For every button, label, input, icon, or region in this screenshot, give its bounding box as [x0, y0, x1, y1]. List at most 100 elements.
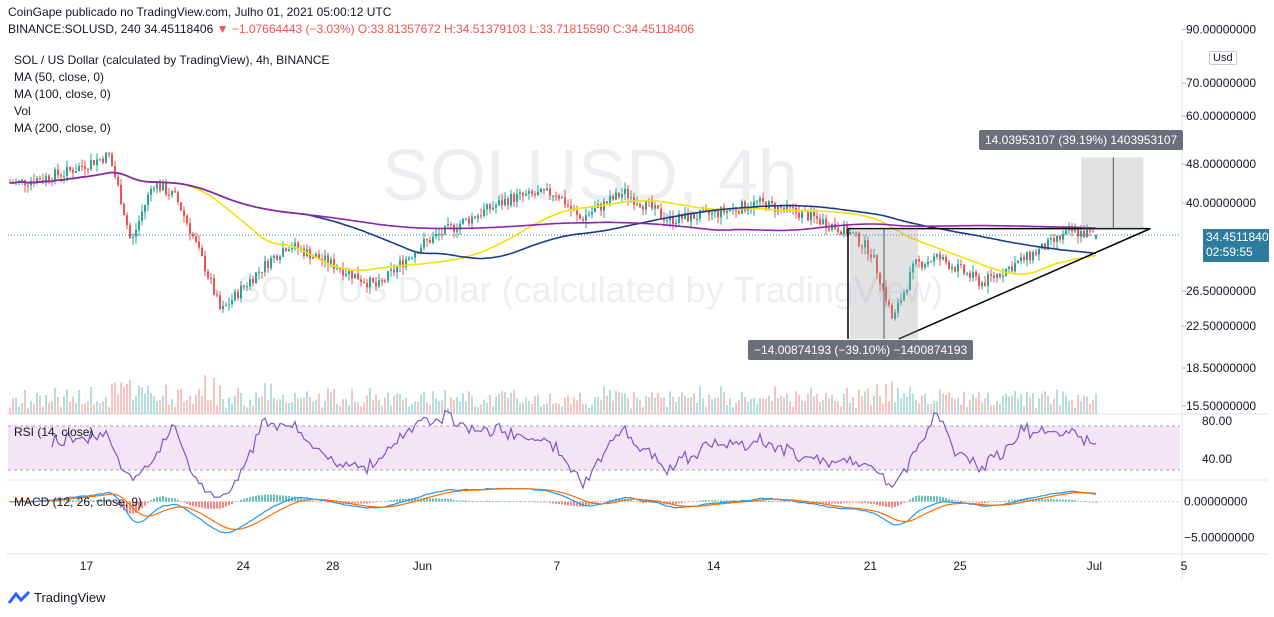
candle-body — [96, 159, 98, 166]
macd-histogram-bar — [531, 501, 533, 503]
volume-bar — [1071, 399, 1073, 414]
volume-bar — [489, 394, 491, 414]
volume-bar — [921, 395, 923, 414]
macd-histogram-bar — [1026, 498, 1028, 502]
volume-bar — [867, 388, 869, 414]
macd-histogram-bar — [981, 501, 983, 504]
currency-badge[interactable]: Usd — [1209, 51, 1237, 65]
candle-body — [744, 201, 746, 211]
candle-body — [375, 282, 377, 287]
macd-histogram-bar — [213, 501, 215, 510]
candle-body — [657, 205, 659, 209]
legend-vol[interactable]: Vol — [14, 104, 31, 118]
volume-bar — [339, 406, 341, 414]
tradingview-footer[interactable]: TradingView — [8, 590, 106, 605]
volume-bar — [594, 396, 596, 414]
candle-body — [1038, 248, 1040, 255]
candle-body — [615, 192, 617, 200]
candle-body — [450, 224, 452, 226]
macd-histogram-bar — [561, 501, 563, 505]
candle-body — [255, 272, 257, 284]
volume-bar — [585, 403, 587, 414]
volume-bar — [780, 395, 782, 414]
candle-body — [408, 257, 410, 260]
candle-body — [384, 280, 386, 282]
candle-body — [1044, 243, 1046, 250]
legend-ma50[interactable]: MA (50, close, 0) — [14, 70, 105, 84]
candle-body — [1026, 251, 1028, 261]
legend-rsi[interactable]: RSI (14, close) — [14, 425, 94, 439]
macd-histogram-bar — [879, 501, 881, 506]
candle-body — [1023, 256, 1025, 261]
macd-histogram-bar — [360, 501, 362, 504]
macd-tick-label: −5.00000000 — [1184, 531, 1255, 545]
candle-body — [351, 270, 353, 279]
volume-bar — [141, 387, 143, 414]
macd-histogram-bar — [171, 498, 173, 502]
volume-bar — [519, 403, 521, 414]
legend-ma200[interactable]: MA (200, close, 0) — [14, 121, 111, 135]
symbol-label: BINANCE:SOLUSD, 240 — [8, 22, 141, 36]
macd-histogram-bar — [1008, 500, 1010, 502]
candle-body — [951, 267, 953, 269]
volume-bar — [246, 407, 248, 414]
macd-histogram-bar — [486, 500, 488, 502]
volume-bar — [657, 392, 659, 414]
macd-tick-label: 0.00000000 — [1184, 495, 1248, 509]
legend-macd[interactable]: MACD (12, 26, close, 9) — [14, 495, 143, 509]
macd-histogram-bar — [990, 501, 992, 503]
volume-bar — [27, 408, 29, 414]
volume-bar — [930, 404, 932, 414]
candle-body — [594, 208, 596, 212]
candle-body — [828, 228, 830, 230]
macd-histogram-bar — [525, 501, 527, 503]
volume-bar — [45, 394, 47, 414]
candle-body — [933, 256, 935, 262]
volume-bar — [774, 386, 776, 414]
macd-histogram-bar — [216, 501, 218, 509]
legend-ma100[interactable]: MA (100, close, 0) — [14, 87, 111, 101]
candle-body — [915, 259, 917, 264]
macd-histogram-bar — [312, 501, 314, 502]
macd-histogram-bar — [1005, 500, 1007, 502]
macd-histogram-bar — [1041, 499, 1043, 502]
candle-body — [363, 281, 365, 284]
volume-bar — [903, 393, 905, 414]
volume-bar — [1017, 398, 1019, 414]
candle-body — [390, 269, 392, 272]
macd-histogram-bar — [717, 500, 719, 502]
candle-body — [39, 178, 41, 180]
volume-bar — [414, 401, 416, 414]
macd-histogram-bar — [945, 497, 947, 502]
candle-body — [579, 214, 581, 219]
candle-body — [435, 233, 437, 237]
volume-bar — [483, 399, 485, 414]
macd-histogram-bar — [198, 501, 200, 508]
candle-body — [180, 202, 182, 211]
candle-body — [897, 302, 899, 313]
candle-body — [975, 271, 977, 277]
rsi-tick-label: 80.00 — [1202, 414, 1232, 428]
volume-bar — [432, 391, 434, 414]
macd-histogram-bar — [582, 501, 584, 507]
volume-bar — [612, 400, 614, 414]
volume-bar — [510, 392, 512, 414]
volume-bar — [396, 392, 398, 414]
volume-bar — [72, 396, 74, 414]
macd-histogram-bar — [117, 501, 119, 506]
macd-histogram-bar — [882, 501, 884, 507]
candle-body — [813, 211, 815, 217]
macd-histogram-bar — [855, 501, 857, 503]
volume-bar — [573, 397, 575, 414]
candle-body — [87, 169, 89, 171]
macd-histogram-bar — [372, 501, 374, 503]
volume-bar — [219, 385, 221, 414]
macd-histogram-bar — [1065, 499, 1067, 502]
volume-bar — [153, 396, 155, 414]
volume-bar — [684, 395, 686, 414]
volume-bar — [1065, 395, 1067, 414]
candle-body — [1056, 236, 1058, 242]
macd-histogram-bar — [339, 501, 341, 504]
candle-body — [651, 201, 653, 209]
